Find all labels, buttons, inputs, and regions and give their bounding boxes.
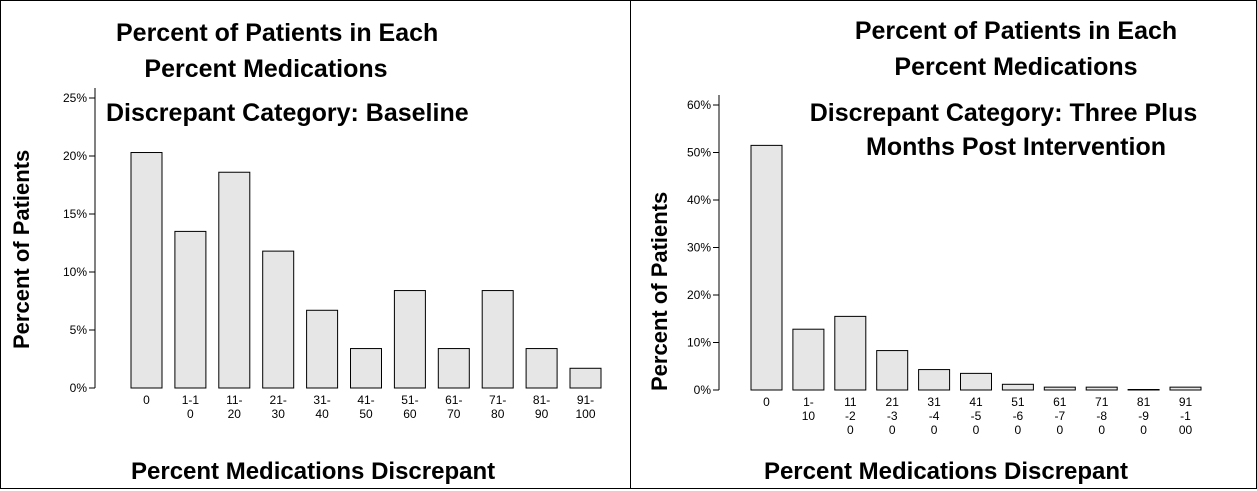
y-tick-label: 0% [694,383,712,397]
bar-81-90 [525,348,558,389]
x-tick-label: 11-20 [226,393,242,421]
y-tick-label: 20% [63,149,87,163]
chart-title-line-3: Discrepant Category: Three Plus [809,99,1198,127]
y-tick-label: 5% [70,323,88,337]
bar-41-50 [960,372,992,391]
x-tick-label: 71-80 [489,393,506,421]
chart-title-line-1: Percent of Patients in Each [854,17,1178,45]
bar-11-20 [834,315,867,391]
chart-title-line-3: Discrepant Category: Baseline [106,99,469,127]
x-tick-label: 61-70 [445,393,462,421]
y-tick-label: 60% [687,98,711,112]
bar-0 [130,152,163,389]
bar-1-10 [174,230,207,389]
chart-title-line-4: Months Post Intervention [866,133,1166,161]
y-tick-label: 20% [687,288,711,302]
x-tick-label: 81-90 [533,393,550,421]
bar-91-100 [569,367,602,389]
bar-21-30 [262,250,295,389]
x-axis-label: Percent Medications Discrepant [763,458,1129,485]
bar-51-60 [1001,383,1034,391]
chart-title-line-2: Percent Medications [894,53,1138,81]
bar-0 [750,144,783,391]
bar-81-90 [1127,389,1160,391]
chart-title-line-1: Percent of Patients in Each [116,19,439,47]
bar-71-80 [1085,386,1118,391]
bar-chart-post-intervention: 0% 10% 20% 30% 40% 50% 60% 0 1-10 11 -2 0 21 -3 0 31 -4 0… [687,95,1202,437]
x-tick-label: 91-100 [575,393,595,421]
bar-71-80 [481,290,514,389]
bar-61-70 [1043,386,1076,391]
x-tick-label: 31-40 [313,393,330,421]
bar-31-40 [306,309,339,389]
bar-41-50 [350,348,382,389]
x-tick-label: 1-10 [802,395,816,423]
bar-chart-baseline: 0% 5% 10% 15% 20% 25% 0 1-1 0 11-20 21-30 31-40 41-5… [63,88,602,421]
y-tick-label: 50% [687,146,711,160]
bar-11-20 [218,171,251,389]
y-tick-label: 25% [63,91,87,105]
chart-panel-baseline: Percent of Patients in Each Percent Medi… [0,0,631,489]
bar-61-70 [437,348,470,389]
x-tick-label: 21-30 [270,393,287,421]
y-tick-label: 10% [63,265,87,279]
y-tick-label: 30% [687,241,711,255]
bar-1-10 [792,328,825,391]
x-tick-label: 0 [763,395,770,409]
bar-51-60 [393,290,426,389]
chart-panel-post-intervention: Percent of Patients in Each Percent Medi… [630,0,1257,489]
y-tick-label: 10% [687,336,711,350]
y-tick-label: 0% [70,381,88,395]
x-tick-label: 41-50 [357,393,374,421]
x-tick-label: 51-60 [401,393,418,421]
bar-31-40 [918,369,951,391]
y-tick-label: 40% [687,193,711,207]
bar-21-30 [876,350,909,391]
bar-91-100 [1169,386,1202,391]
y-tick-label: 15% [63,207,87,221]
x-tick-label: 0 [143,393,150,407]
chart-title-line-2: Percent Medications [144,55,388,83]
